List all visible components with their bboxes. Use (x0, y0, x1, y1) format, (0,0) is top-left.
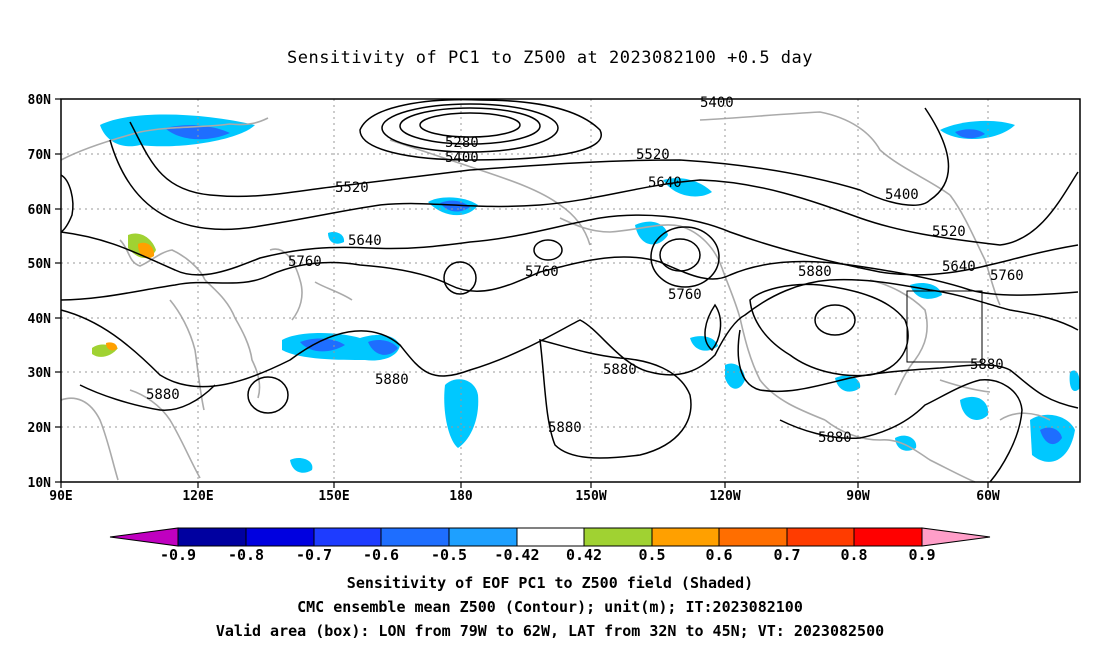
map-title: Sensitivity of PC1 to Z500 at 2023082100… (286, 48, 813, 68)
contour-label: 5400 (885, 187, 919, 203)
colorbar-swatch (516, 527, 585, 547)
lat-label: 40N (28, 312, 52, 327)
colorbar-label: -0.9 (160, 546, 196, 564)
contour-label: 5640 (942, 259, 976, 275)
contour-label: 5640 (348, 233, 382, 249)
colorbar-right-arrow (921, 527, 991, 547)
lat-lon-grid (61, 99, 1080, 482)
lon-label: 120W (709, 489, 740, 504)
lat-label: 80N (28, 93, 52, 108)
contour-label: 5400 (445, 150, 479, 166)
lon-label: 90E (49, 489, 72, 504)
lon-label: 120E (182, 489, 213, 504)
contour-label: 5520 (932, 224, 966, 240)
colorbar-swatch (651, 527, 720, 547)
colorbar-label: 0.9 (908, 546, 935, 564)
contour-label: 5880 (603, 362, 637, 378)
colorbar-swatch (786, 527, 855, 547)
lat-label: 20N (28, 421, 52, 436)
valid-area-box (906, 290, 983, 363)
colorbar-swatch (448, 527, 518, 547)
contour-label: 5760 (525, 264, 559, 280)
footer-line-2: CMC ensemble mean Z500 (Contour); unit(m… (297, 598, 803, 616)
contour-label: 5880 (146, 387, 180, 403)
colorbar-left-arrow (109, 527, 179, 547)
footer-line-1: Sensitivity of EOF PC1 to Z500 field (Sh… (346, 574, 754, 592)
lon-label: 150W (575, 489, 606, 504)
lat-label: 30N (28, 366, 52, 381)
contour-label: 5640 (648, 175, 682, 191)
colorbar-label: 0.7 (773, 546, 800, 564)
colorbar-swatch (853, 527, 923, 547)
contour-label: 5760 (990, 268, 1024, 284)
colorbar: -0.9 -0.8 -0.7 -0.6 -0.5 -0.42 0.42 0.5 … (109, 527, 991, 564)
contour-label: 5760 (668, 287, 702, 303)
lat-label: 70N (28, 148, 52, 163)
colorbar-label: -0.7 (296, 546, 332, 564)
contour-label: 5880 (798, 264, 832, 280)
contour-label: 5400 (700, 95, 734, 111)
colorbar-swatch (177, 527, 247, 547)
shaded-sensitivity (92, 114, 1080, 473)
lat-label: 60N (28, 203, 52, 218)
map-frame (60, 98, 1081, 483)
lon-label: 150E (318, 489, 349, 504)
coastlines (60, 111, 1051, 483)
z500-contours (60, 98, 1079, 483)
colorbar-label: -0.8 (228, 546, 264, 564)
contour-label: 5280 (445, 135, 479, 151)
colorbar-label: 0.8 (840, 546, 867, 564)
colorbar-swatch (583, 527, 653, 547)
colorbar-swatch (245, 527, 315, 547)
colorbar-label: -0.6 (363, 546, 399, 564)
colorbar-label: -0.42 (494, 546, 539, 564)
colorbar-label: 0.42 (566, 546, 602, 564)
contour-label: 5880 (970, 357, 1004, 373)
footer-line-3: Valid area (box): LON from 79W to 62W, L… (215, 622, 885, 640)
lon-label: 90W (846, 489, 870, 504)
colorbar-swatch (380, 527, 450, 547)
contour-label: 5520 (335, 180, 369, 196)
contour-label: 5880 (818, 430, 852, 446)
colorbar-label: -0.5 (431, 546, 467, 564)
colorbar-label: 0.5 (638, 546, 665, 564)
lat-label: 50N (28, 257, 52, 272)
contour-label: 5760 (288, 254, 322, 270)
contour-label: 5880 (548, 420, 582, 436)
colorbar-label: 0.6 (705, 546, 732, 564)
lon-label: 180 (449, 489, 473, 504)
lat-label: 10N (28, 476, 52, 491)
lon-label: 60W (976, 489, 1000, 504)
contour-label: 5880 (375, 372, 409, 388)
colorbar-swatch (313, 527, 382, 547)
colorbar-swatch (718, 527, 788, 547)
contour-label: 5520 (636, 147, 670, 163)
